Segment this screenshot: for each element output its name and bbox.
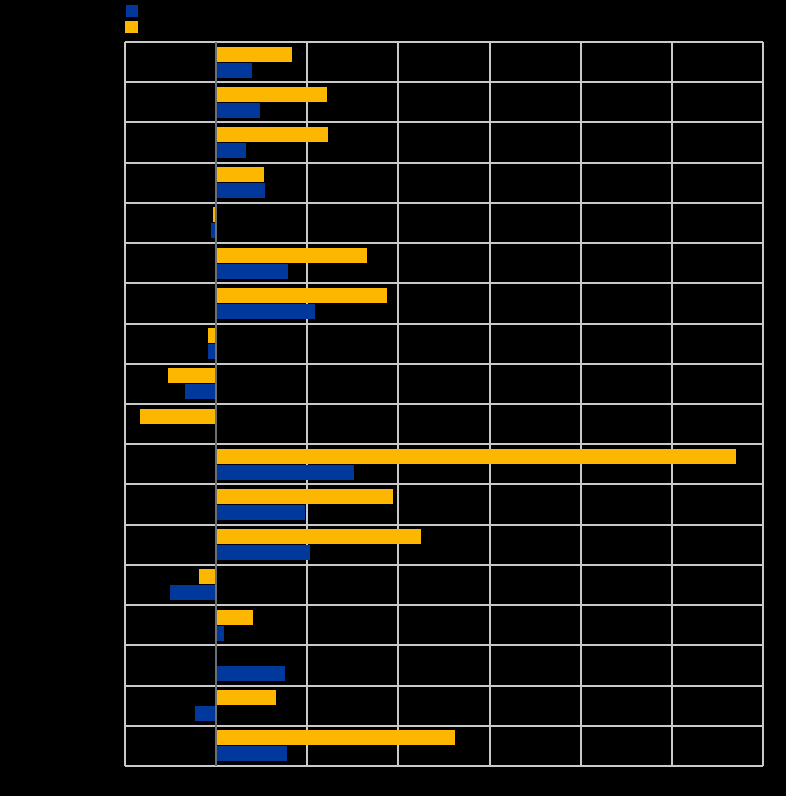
gridline-horizontal: [125, 201, 763, 204]
bar-blue: [216, 142, 247, 158]
bar-orange: [216, 690, 277, 706]
bar-blue: [185, 384, 217, 400]
bar-blue: [216, 665, 286, 681]
bar-blue: [216, 303, 315, 319]
bar-blue: [195, 706, 217, 722]
gridline-horizontal: [125, 242, 763, 245]
bar-blue: [216, 464, 354, 480]
bar-orange: [216, 529, 422, 545]
bar-orange: [216, 86, 328, 102]
gridline-horizontal: [125, 403, 763, 405]
bar-orange: [216, 730, 455, 746]
bar-blue: [216, 183, 266, 199]
bar-orange: [167, 368, 217, 384]
gridline-horizontal: [125, 765, 763, 767]
zero-axis-line: [215, 42, 218, 766]
bar-orange: [216, 247, 367, 263]
bar-orange: [198, 569, 217, 585]
bar-blue: [216, 504, 305, 520]
bar-orange: [216, 448, 736, 464]
bar-orange: [207, 328, 217, 344]
gridline-horizontal: [125, 644, 763, 647]
legend-swatch-blue: [126, 5, 138, 17]
gridline-horizontal: [125, 121, 763, 124]
gridline-horizontal: [125, 684, 763, 687]
bar-blue: [207, 344, 217, 360]
bar-blue: [216, 62, 252, 78]
bar-orange: [213, 207, 217, 223]
gridline-horizontal: [125, 523, 763, 526]
bar-orange: [140, 408, 217, 424]
bar-blue: [216, 102, 260, 118]
bar-orange: [216, 287, 388, 303]
gridline-horizontal: [125, 483, 763, 486]
gridline-horizontal: [125, 41, 763, 43]
plot-area: [124, 41, 764, 767]
gridline-horizontal: [125, 443, 763, 446]
gridline-horizontal: [125, 724, 763, 727]
gridline-horizontal: [125, 362, 763, 365]
bar-blue: [216, 625, 225, 641]
gridline-vertical: [762, 42, 764, 766]
bar-orange: [216, 609, 253, 625]
gridline-horizontal: [125, 282, 763, 285]
bar-blue: [216, 545, 311, 561]
bar-orange: [216, 167, 264, 183]
bar-blue: [216, 746, 288, 762]
bar-blue: [216, 263, 289, 279]
gridline-horizontal: [125, 161, 763, 164]
bar-orange: [216, 126, 329, 142]
bar-blue: [169, 585, 217, 601]
gridline-horizontal: [125, 322, 763, 325]
bar-blue: [210, 223, 217, 239]
gridline-horizontal: [125, 604, 763, 607]
gridline-horizontal: [125, 81, 763, 84]
legend-swatch-orange: [125, 21, 138, 33]
bar-orange: [216, 488, 393, 504]
bar-orange: [216, 46, 292, 62]
gridline-horizontal: [125, 563, 763, 566]
